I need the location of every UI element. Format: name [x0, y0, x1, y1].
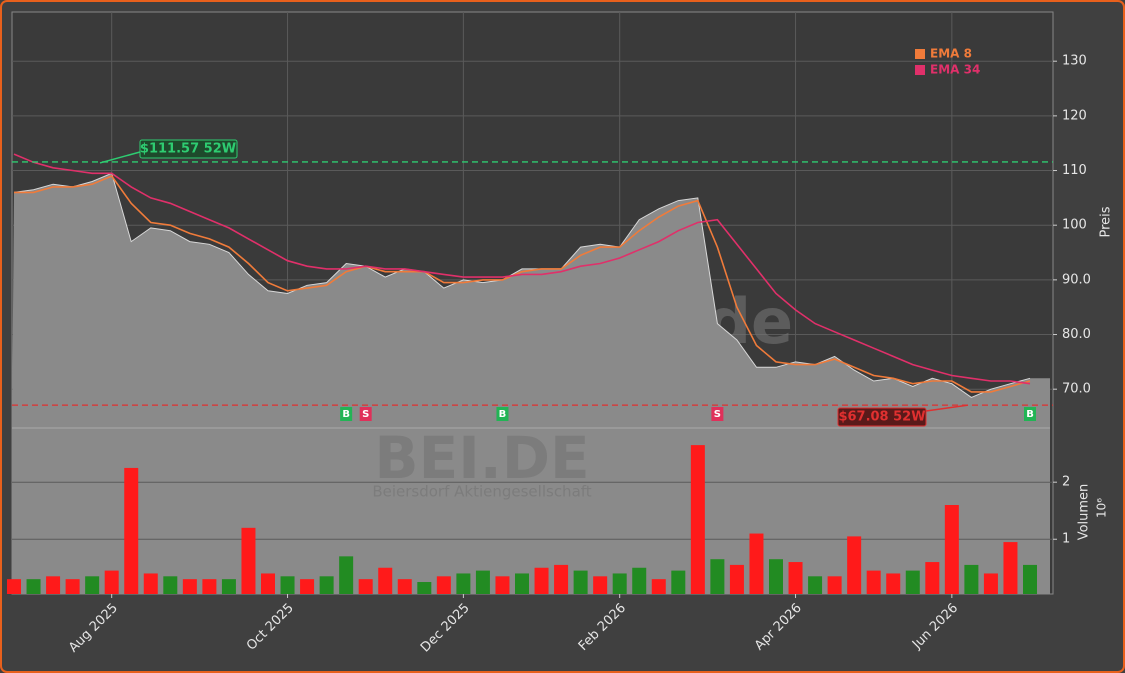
volume-bar: [436, 576, 451, 594]
volume-bar: [241, 527, 256, 594]
y-tick-label: 80.0: [1062, 327, 1091, 342]
volume-bar: [104, 570, 119, 594]
label-box: [837, 407, 927, 427]
volume-bar: [515, 573, 529, 594]
volume-bar: [202, 579, 217, 594]
ticker: BEI.DE: [374, 424, 589, 492]
volume-bar: [769, 559, 783, 594]
y-tick-label: 1: [1062, 532, 1070, 547]
volume-bar: [612, 573, 627, 594]
volume-bar: [944, 505, 959, 594]
volume-bar: [456, 573, 471, 594]
volume-bar: [808, 576, 823, 594]
volume-bar: [280, 576, 295, 594]
volume-bar: [300, 579, 315, 594]
volume-bar: [182, 579, 197, 594]
volume-bar: [671, 570, 686, 594]
volume-bar: [124, 467, 139, 594]
volume-bar: [632, 567, 647, 594]
volume-bar: [749, 533, 764, 594]
y-tick-label: 110: [1062, 163, 1087, 178]
y-axis-label: Volumen: [1077, 484, 1092, 541]
volume-bar: [866, 570, 881, 594]
volume-bar: [339, 556, 354, 594]
y-axis-label: Preis: [1099, 206, 1114, 237]
volume-bar: [221, 579, 236, 594]
signal-marker: [1024, 407, 1036, 421]
volume-bar: [925, 562, 940, 594]
volume-bar: [651, 579, 666, 594]
volume-bar: [358, 579, 373, 594]
high-label: $111.57 52W: [140, 142, 236, 157]
volume-bar: [261, 573, 275, 594]
arrow: [925, 404, 969, 412]
y-tick-label: 90.0: [1062, 272, 1091, 287]
y-axis-unit: 10⁶: [1095, 498, 1109, 518]
signal-marker: [711, 407, 724, 421]
legend-swatch: [915, 65, 925, 75]
volume-bar: [378, 567, 393, 594]
arrow: [99, 151, 141, 164]
volume-bar: [1003, 542, 1018, 594]
volume-bar: [690, 445, 705, 594]
signal-label: S: [714, 409, 721, 420]
y-tick-label: 70.0: [1062, 382, 1091, 397]
volume-bar: [847, 536, 862, 594]
volume-bar: [534, 567, 549, 594]
signal-label: B: [1026, 409, 1034, 420]
volume-bar: [163, 576, 178, 594]
volume-bar: [7, 579, 21, 594]
volume-bar: [905, 570, 920, 594]
volume-bar: [554, 564, 569, 594]
y-tick-label: 100: [1062, 218, 1087, 233]
legend-swatch: [915, 49, 925, 59]
low-label: $67.08 52W: [838, 410, 925, 425]
y-tick-label: 2: [1062, 475, 1070, 490]
volume-bar: [65, 579, 80, 594]
volume-bar: [417, 582, 432, 594]
volume-bar: [26, 579, 41, 594]
label-box: [139, 139, 238, 159]
signal-marker: [359, 407, 372, 421]
signal-label: B: [499, 409, 507, 420]
price-line: [13, 153, 1031, 385]
volume-bar: [710, 559, 725, 594]
volume-bar: [143, 573, 158, 594]
volume-bar: [319, 576, 334, 594]
volume-bar: [85, 576, 100, 594]
signal-marker: [496, 407, 509, 421]
volume-bar: [729, 564, 744, 594]
volume-bar: [397, 579, 412, 594]
volume-panel: [12, 428, 1050, 594]
company: Beiersdorf Aktiengesellschaft: [372, 483, 591, 501]
signal-marker: [340, 407, 353, 421]
volume-bar: [475, 570, 490, 594]
signal-label: B: [342, 409, 350, 420]
price-line: [13, 172, 1031, 398]
volume-bar: [573, 570, 588, 594]
volume-bar: [788, 562, 803, 594]
volume-bar: [827, 576, 842, 594]
volume-bar: [886, 573, 901, 594]
volume-bar: [964, 564, 979, 594]
signal-label: S: [362, 409, 369, 420]
volume-bar: [1023, 564, 1037, 594]
y-tick-label: 130: [1062, 54, 1087, 69]
legend-label: EMA 8: [930, 47, 972, 61]
volume-bar: [983, 573, 998, 594]
legend-label: EMA 34: [930, 63, 980, 77]
volume-bar: [593, 576, 608, 594]
y-tick-label: 120: [1062, 108, 1087, 123]
volume-bar: [495, 576, 510, 594]
price-line: [14, 175, 1031, 393]
volume-bar: [46, 576, 61, 594]
